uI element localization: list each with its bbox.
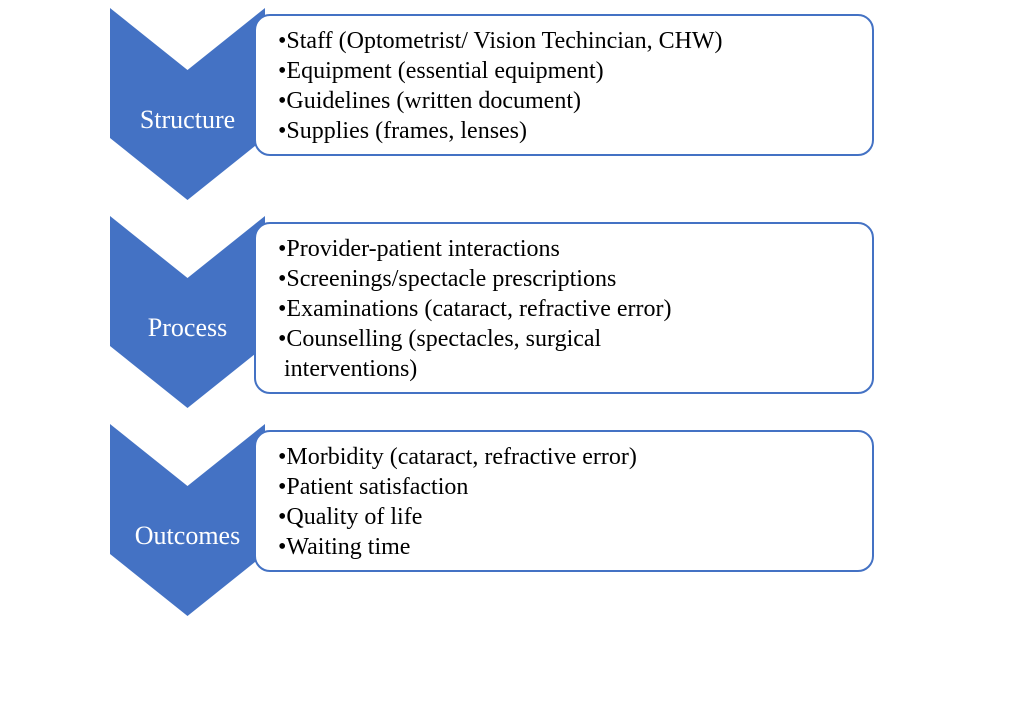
- chevron-label: Outcomes: [110, 521, 265, 551]
- content-item: •Staff (Optometrist/ Vision Techincian, …: [278, 26, 854, 56]
- chevron-down-icon: [110, 216, 265, 408]
- content-item: •Supplies (frames, lenses): [278, 116, 854, 146]
- chevron-label: Structure: [110, 105, 265, 135]
- content-item: •Morbidity (cataract, refractive error): [278, 442, 854, 472]
- diagram-canvas: Structure •Staff (Optometrist/ Vision Tec…: [0, 0, 1024, 704]
- chevron-process: Process: [110, 216, 265, 408]
- content-box-structure: •Staff (Optometrist/ Vision Techincian, …: [254, 14, 874, 156]
- content-item: interventions): [278, 354, 854, 384]
- content-item: •Patient satisfaction: [278, 472, 854, 502]
- content-item: •Waiting time: [278, 532, 854, 562]
- content-item: •Screenings/spectacle prescriptions: [278, 264, 854, 294]
- content-item: •Examinations (cataract, refractive erro…: [278, 294, 854, 324]
- content-box-outcomes: •Morbidity (cataract, refractive error)•…: [254, 430, 874, 572]
- chevron-outcomes: Outcomes: [110, 424, 265, 616]
- content-item: •Equipment (essential equipment): [278, 56, 854, 86]
- chevron-down-icon: [110, 424, 265, 616]
- content-box-process: •Provider-patient interactions•Screening…: [254, 222, 874, 394]
- chevron-label: Process: [110, 313, 265, 343]
- chevron-down-icon: [110, 8, 265, 200]
- content-item: •Provider-patient interactions: [278, 234, 854, 264]
- chevron-structure: Structure: [110, 8, 265, 200]
- content-item: •Quality of life: [278, 502, 854, 532]
- content-item: •Guidelines (written document): [278, 86, 854, 116]
- content-item: •Counselling (spectacles, surgical: [278, 324, 854, 354]
